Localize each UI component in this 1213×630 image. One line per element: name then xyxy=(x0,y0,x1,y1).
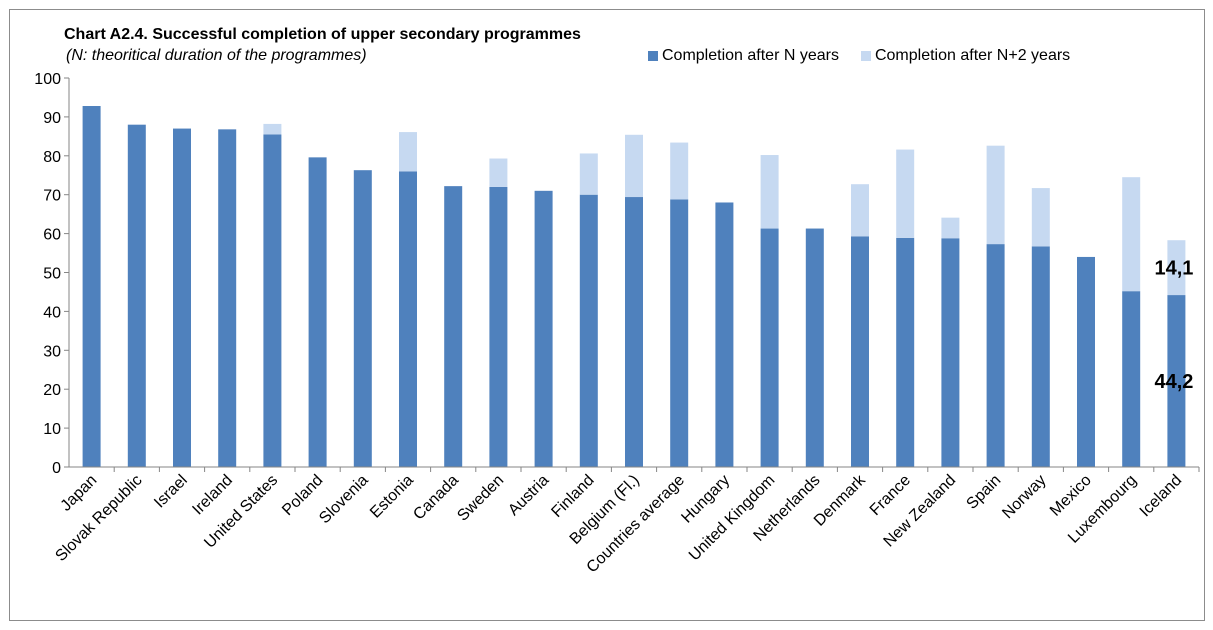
y-tick-label: 90 xyxy=(43,110,61,127)
legend-item-n2-years: Completion after N+2 years xyxy=(860,47,1071,65)
y-tick-label: 30 xyxy=(43,343,61,360)
bar-n-years xyxy=(308,157,327,467)
bar-n2-years xyxy=(896,149,915,238)
bar-n2-years xyxy=(1122,177,1141,292)
x-tick-label: Norway xyxy=(999,472,1049,522)
bar-n-years xyxy=(353,170,372,467)
x-tick-label: Israel xyxy=(151,472,191,512)
bar-n-years xyxy=(805,228,824,467)
bar-n2-years xyxy=(625,134,643,198)
bar-n-years xyxy=(1077,256,1095,467)
y-tick-label: 0 xyxy=(52,460,61,477)
legend-item-n-years: Completion after N years xyxy=(648,47,839,65)
bar-n-years xyxy=(986,244,1005,467)
bar-n-years xyxy=(173,128,191,467)
bar-n2-years xyxy=(1031,188,1050,247)
x-tick-label: Spain xyxy=(963,472,1004,513)
bar-n-years xyxy=(896,237,915,467)
bar-n-years xyxy=(625,197,643,467)
legend: Completion after N years Completion afte… xyxy=(648,47,1092,65)
chart-subtitle: (N: theoritical duration of the programm… xyxy=(66,47,367,64)
bar-n-years xyxy=(670,199,689,468)
bar-n-years xyxy=(127,124,146,468)
legend-swatch-n2-years xyxy=(860,51,871,61)
bar-n-years xyxy=(399,171,417,468)
y-tick-label: 50 xyxy=(43,266,61,283)
bar-n-years xyxy=(579,194,598,467)
x-tick-label: Estonia xyxy=(367,472,417,522)
bar-n2-years xyxy=(941,217,960,239)
x-tick-label: Slovak Republic xyxy=(52,472,145,565)
bar-n2-years xyxy=(760,155,779,229)
data-label: 44,2 xyxy=(1154,371,1193,393)
bar-n-years xyxy=(534,190,553,467)
x-tick-label: Sweden xyxy=(454,472,507,525)
legend-swatch-n-years xyxy=(648,51,658,61)
data-label: 14,1 xyxy=(1154,258,1193,280)
legend-label-n-years: Completion after N years xyxy=(662,47,839,64)
chart-frame xyxy=(9,9,1205,621)
y-tick-label: 70 xyxy=(43,188,61,205)
bar-n-years xyxy=(1122,291,1141,467)
bar-n-years xyxy=(82,106,101,468)
bar-n2-years xyxy=(851,184,869,237)
bar-n2-years xyxy=(1167,240,1186,296)
bar-n-years xyxy=(444,186,463,467)
bar-n2-years xyxy=(263,123,282,135)
x-tick-label: Slovenia xyxy=(316,472,371,527)
y-tick-label: 80 xyxy=(43,149,61,166)
x-tick-label: Austria xyxy=(505,472,552,519)
bar-n-years xyxy=(941,238,960,467)
bar-n2-years xyxy=(579,153,598,195)
y-tick-label: 20 xyxy=(43,382,61,399)
y-tick-label: 40 xyxy=(43,304,61,321)
bar-n-years xyxy=(489,186,508,468)
y-tick-label: 100 xyxy=(34,71,61,88)
y-tick-label: 10 xyxy=(43,421,61,438)
x-tick-label: Canada xyxy=(410,472,462,524)
x-tick-label: Japan xyxy=(58,472,101,515)
bar-n-years xyxy=(218,129,237,467)
y-tick-label: 60 xyxy=(43,227,61,244)
bar-n-years xyxy=(1167,295,1186,467)
bar-n2-years xyxy=(986,145,1005,245)
bar-n-years xyxy=(851,236,869,467)
bar-n-years xyxy=(715,202,734,468)
bar-n2-years xyxy=(399,132,417,172)
bar-n-years xyxy=(760,228,779,467)
x-tick-label: Iceland xyxy=(1137,472,1186,521)
bar-n-years xyxy=(263,134,282,467)
legend-label-n2-years: Completion after N+2 years xyxy=(874,47,1071,64)
bar-n2-years xyxy=(670,142,689,200)
chart-title: Chart A2.4. Successful completion of upp… xyxy=(64,26,581,43)
bar-n2-years xyxy=(489,158,508,187)
bar-n-years xyxy=(1031,246,1050,467)
